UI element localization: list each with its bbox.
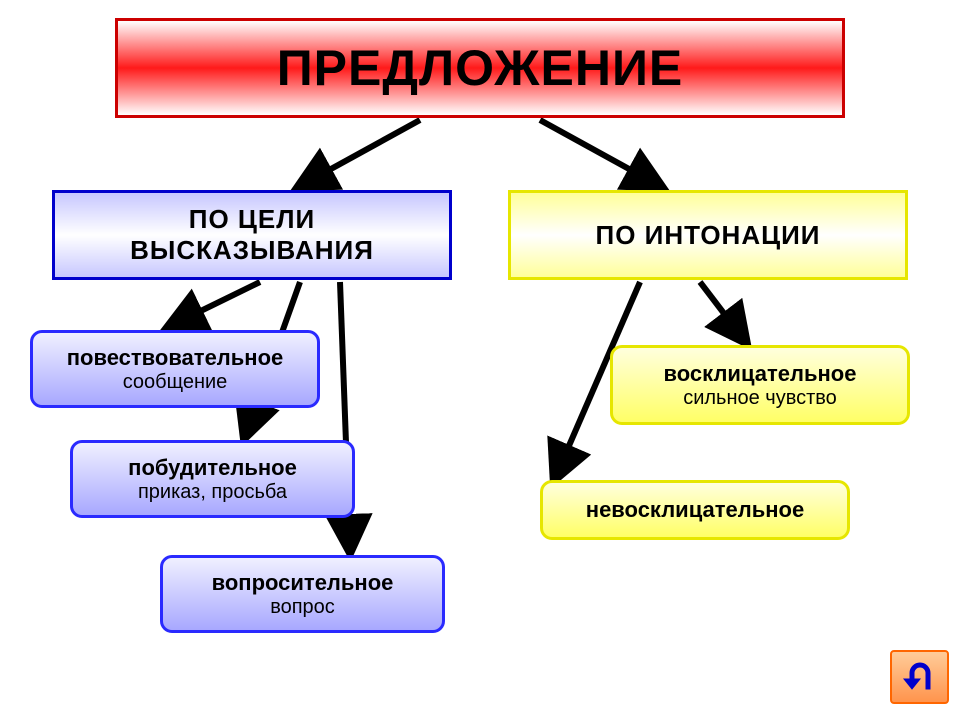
leaf-declarative: повествовательноесообщение xyxy=(30,330,320,408)
arrow xyxy=(700,282,745,341)
title-text: ПРЕДЛОЖЕНИЕ xyxy=(277,39,684,97)
category-label: ВЫСКАЗЫВАНИЯ xyxy=(130,235,374,266)
leaf-desc: вопрос xyxy=(270,596,335,619)
title-box: ПРЕДЛОЖЕНИЕ xyxy=(115,18,845,118)
leaf-title: восклицательное xyxy=(664,361,857,387)
leaf-desc: сильное чувство xyxy=(683,387,837,410)
leaf-title: побудительное xyxy=(128,455,297,481)
leaf-desc: приказ, просьба xyxy=(138,481,287,504)
leaf-nonexclamatory: невосклицательное xyxy=(540,480,850,540)
arrow xyxy=(540,120,660,186)
leaf-title: невосклицательное xyxy=(586,497,804,523)
category-label: ПО ЦЕЛИ xyxy=(189,204,315,235)
leaf-exclamatory: восклицательноесильное чувство xyxy=(610,345,910,425)
cat-purpose: ПО ЦЕЛИВЫСКАЗЫВАНИЯ xyxy=(52,190,452,280)
u-turn-arrow-icon xyxy=(900,659,940,695)
category-label: ПО ИНТОНАЦИИ xyxy=(596,220,821,251)
arrow xyxy=(170,282,260,326)
leaf-title: повествовательное xyxy=(67,345,284,371)
cat-intonation: ПО ИНТОНАЦИИ xyxy=(508,190,908,280)
leaf-imperative: побудительноеприказ, просьба xyxy=(70,440,355,518)
back-nav-button[interactable] xyxy=(890,650,949,704)
leaf-interrogative: вопросительноевопрос xyxy=(160,555,445,633)
leaf-desc: сообщение xyxy=(123,371,228,394)
leaf-title: вопросительное xyxy=(212,570,394,596)
arrow xyxy=(300,120,420,186)
